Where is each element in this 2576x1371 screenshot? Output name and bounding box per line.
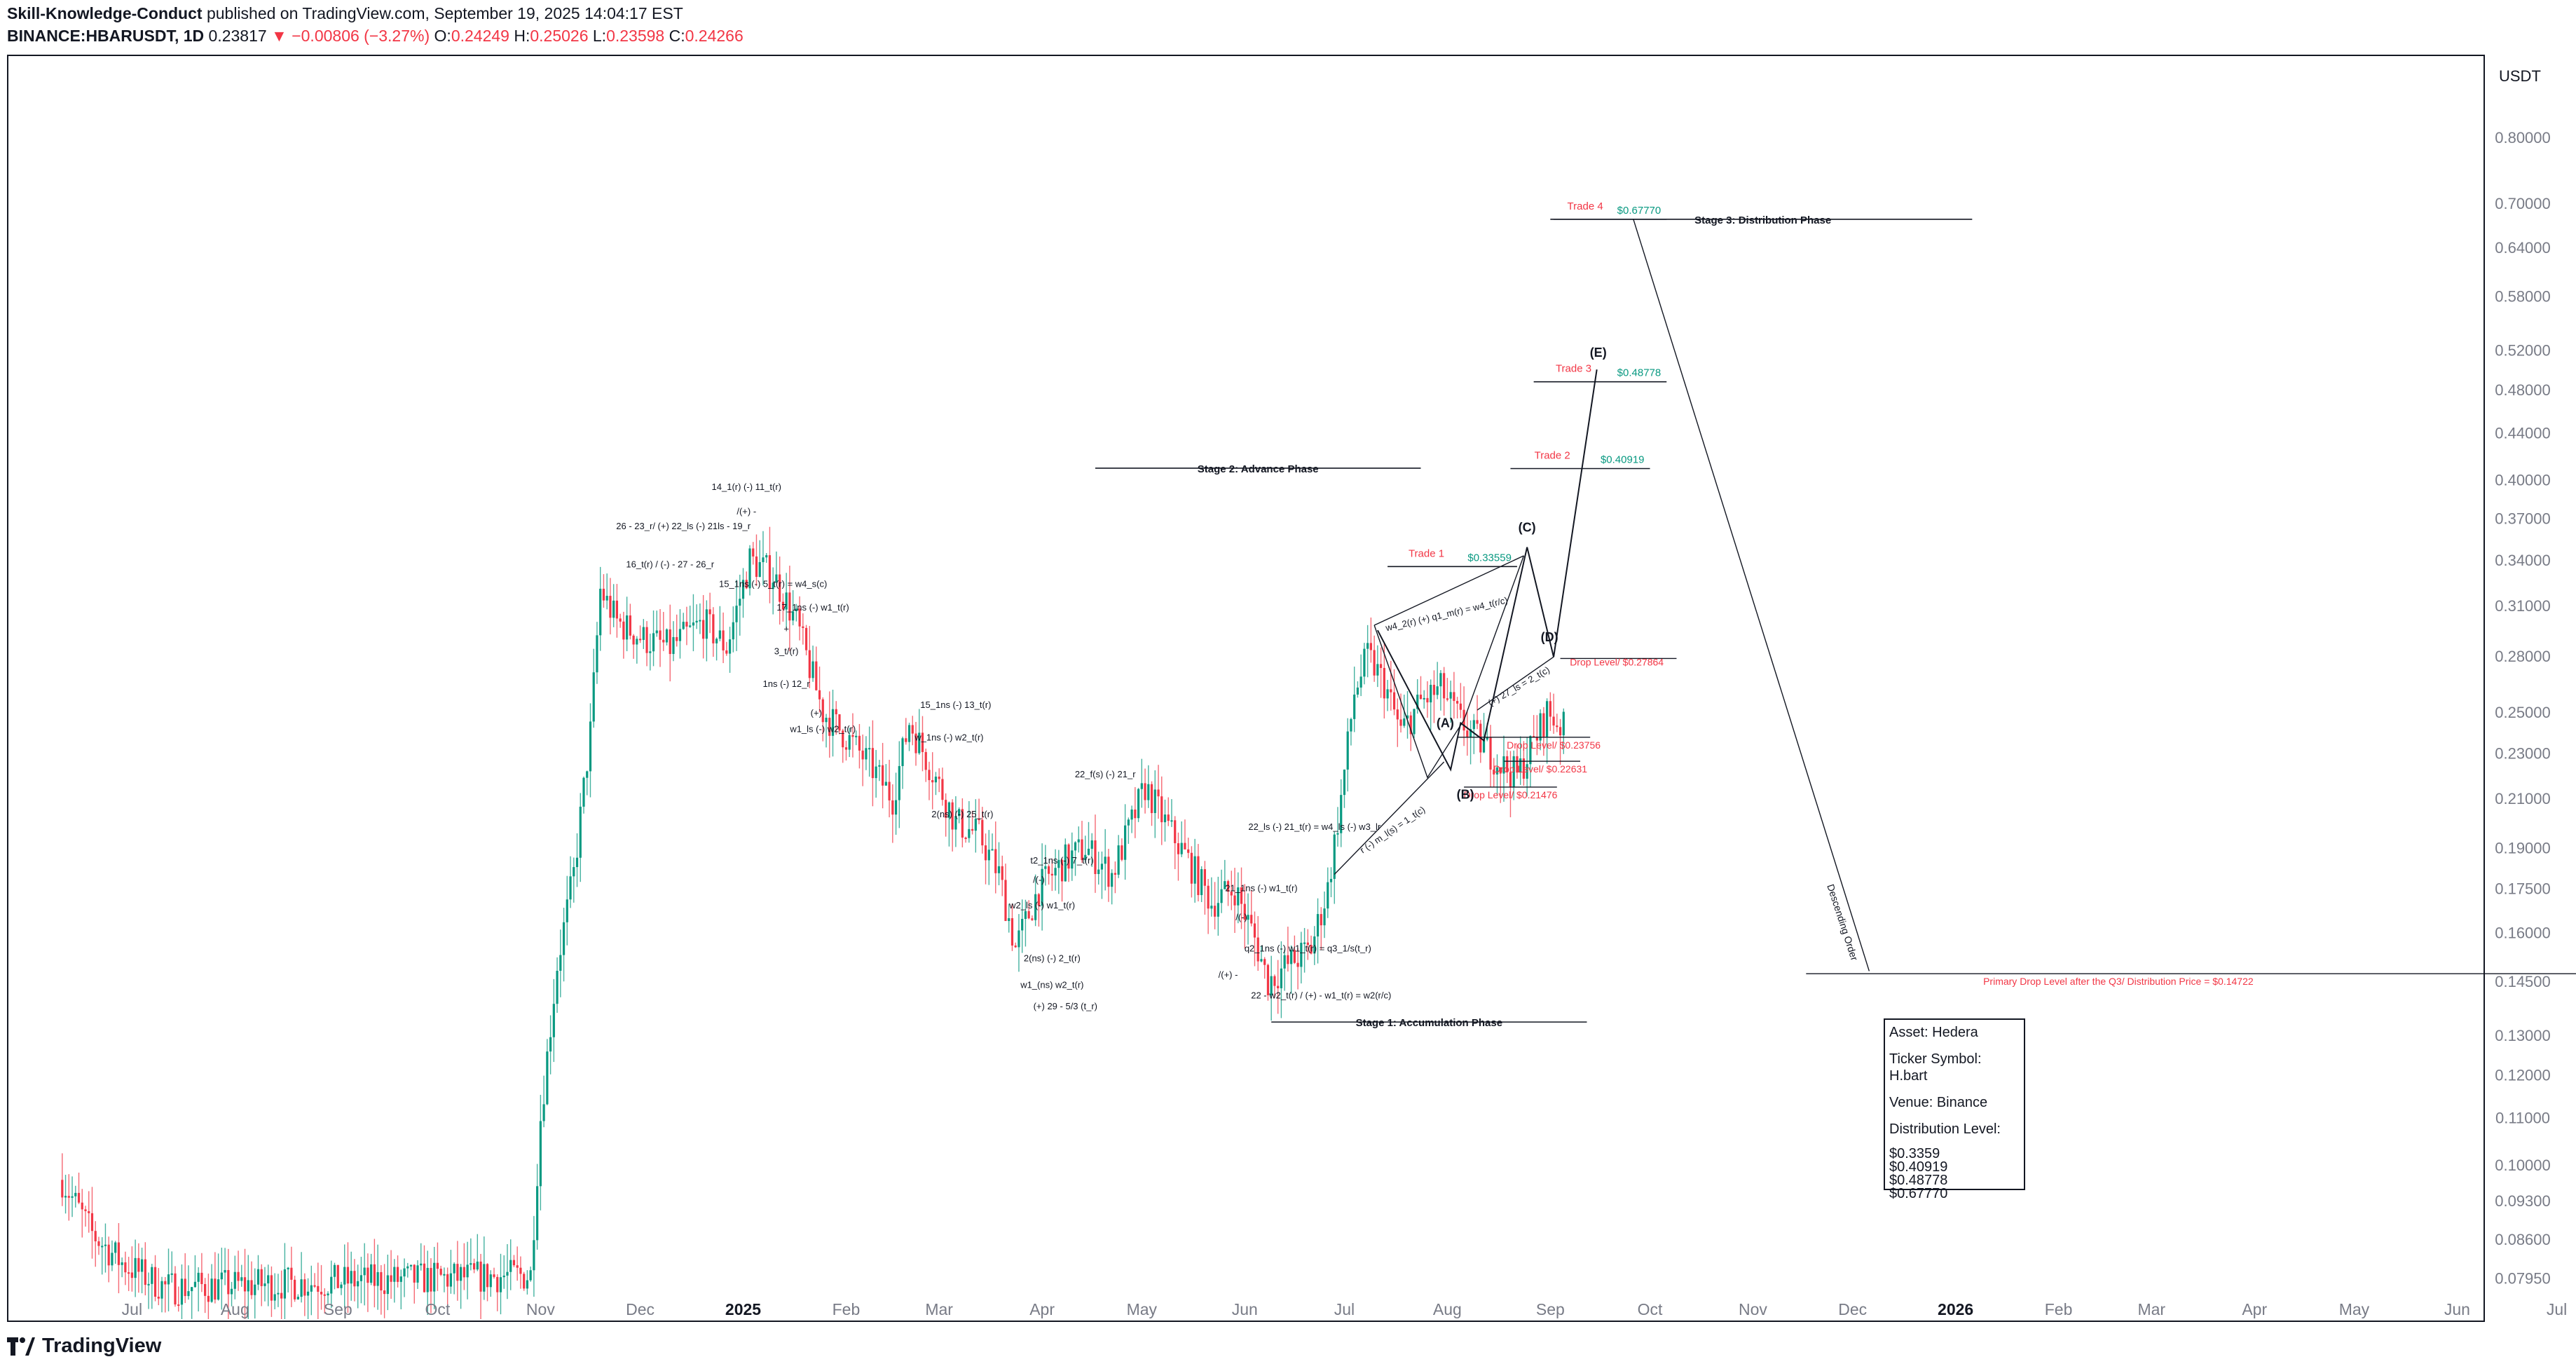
high-label: H: [514,27,530,45]
price-change: −0.00806 (−3.27%) [292,27,430,45]
price-axis[interactable] [2485,55,2568,1322]
distribution-level: $0.40919 [1889,1159,1948,1175]
brand-name: TradingView [42,1335,162,1357]
open-label: O: [434,27,451,45]
high-value: 0.25026 [530,27,589,45]
tradingview-logo-icon [7,1337,35,1356]
distribution-level: $0.67770 [1889,1186,1948,1201]
low-label: L: [592,27,607,45]
low-value: 0.23598 [606,27,665,45]
chart-pane[interactable] [7,55,2485,1322]
publication-line: Skill-Knowledge-Conduct published on Tra… [7,4,683,23]
distribution-label: Distribution Level: [1889,1121,2001,1137]
close-label: C: [669,27,685,45]
published-text: published on TradingView.com, September … [202,4,683,22]
open-value: 0.24249 [451,27,509,45]
author-name[interactable]: Skill-Knowledge-Conduct [7,4,203,22]
venue-line: Venue: Binance [1889,1095,1988,1110]
close-value: 0.24266 [685,27,744,45]
tradingview-footer[interactable]: TradingView [7,1335,161,1358]
symbol-label[interactable]: BINANCE:HBARUSDT, 1D [7,27,205,45]
distribution-level: $0.3359 [1889,1146,1940,1161]
asset-info-box: Asset: Hedera Ticker Symbol: H.bart Venu… [1884,1018,2025,1201]
asset-line: Asset: Hedera [1889,1025,1978,1040]
distribution-level: $0.48778 [1889,1173,1948,1188]
ohlc-legend: BINANCE:HBARUSDT, 1D 0.23817 ▼ −0.00806 … [7,27,744,46]
down-arrow-icon: ▼ [271,27,287,45]
ticker-line: Ticker Symbol: H.bart [1889,1051,1982,1084]
currency-unit-label[interactable]: USDT [2499,67,2541,85]
last-price: 0.23817 [208,27,267,45]
